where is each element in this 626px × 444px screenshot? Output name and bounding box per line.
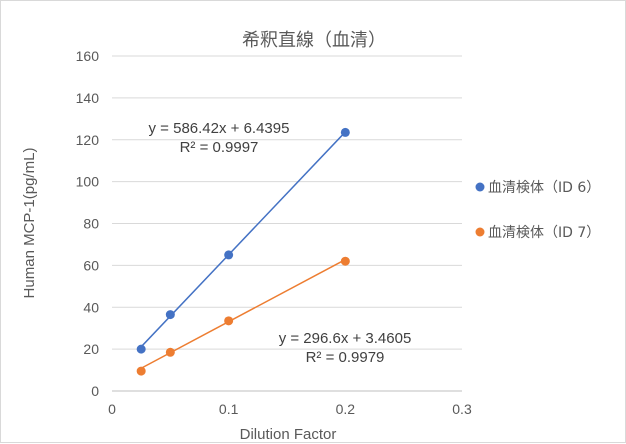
- tick-labels: 0 20 40 60 80 100 120 140 160 0 0.1 0.2 0.3: [76, 48, 472, 417]
- legend-marker-series-2: [475, 227, 485, 237]
- y-tick-label: 20: [83, 341, 99, 357]
- data-point-series-2: [340, 256, 350, 266]
- x-tick-label: 0.3: [452, 401, 472, 417]
- x-tick-label: 0: [108, 401, 116, 417]
- trendline-r2-id7: R² = 0.9979: [306, 349, 385, 366]
- data-point-series-2: [165, 347, 175, 357]
- y-tick-label: 60: [83, 257, 99, 273]
- trendline-equation-id7: y = 296.6x + 3.4605: [279, 330, 412, 347]
- y-axis-title: Human MCP-1(pg/mL): [21, 148, 38, 299]
- x-tick-label: 0.1: [219, 401, 239, 417]
- data-point-series-1: [165, 310, 175, 320]
- y-tick-label: 120: [76, 132, 100, 148]
- data-point-series-1: [136, 344, 146, 354]
- data-point-series-2: [136, 366, 146, 376]
- gridlines: [112, 55, 462, 350]
- legend: 血清検体（ID 6） 血清検体（ID 7）: [475, 180, 600, 241]
- y-tick-label: 140: [76, 90, 100, 106]
- y-tick-label: 80: [83, 216, 99, 232]
- chart-title: 希釈直線（血清）: [242, 30, 386, 51]
- legend-marker-series-1: [475, 182, 485, 192]
- data-point-series-2: [224, 316, 234, 326]
- trendline-r2-id6: R² = 0.9997: [180, 139, 259, 156]
- x-tick-label: 0.2: [336, 401, 356, 417]
- legend-label-series-2: 血清検体（ID 7）: [488, 225, 600, 241]
- data-points: [136, 127, 350, 376]
- y-tick-label: 40: [83, 299, 99, 315]
- y-tick-label: 100: [76, 174, 100, 190]
- data-point-series-1: [340, 127, 350, 137]
- legend-label-series-1: 血清検体（ID 6）: [488, 180, 600, 196]
- trendlines: [140, 131, 346, 369]
- data-point-series-1: [224, 250, 234, 260]
- y-tick-label: 160: [76, 48, 100, 64]
- trendline-series-1: [140, 131, 346, 348]
- y-tick-label: 0: [91, 383, 99, 399]
- trendline-series-2: [140, 258, 346, 369]
- trendline-equation-id6: y = 586.42x + 6.4395: [149, 120, 290, 137]
- x-axis-title: Dilution Factor: [240, 426, 337, 443]
